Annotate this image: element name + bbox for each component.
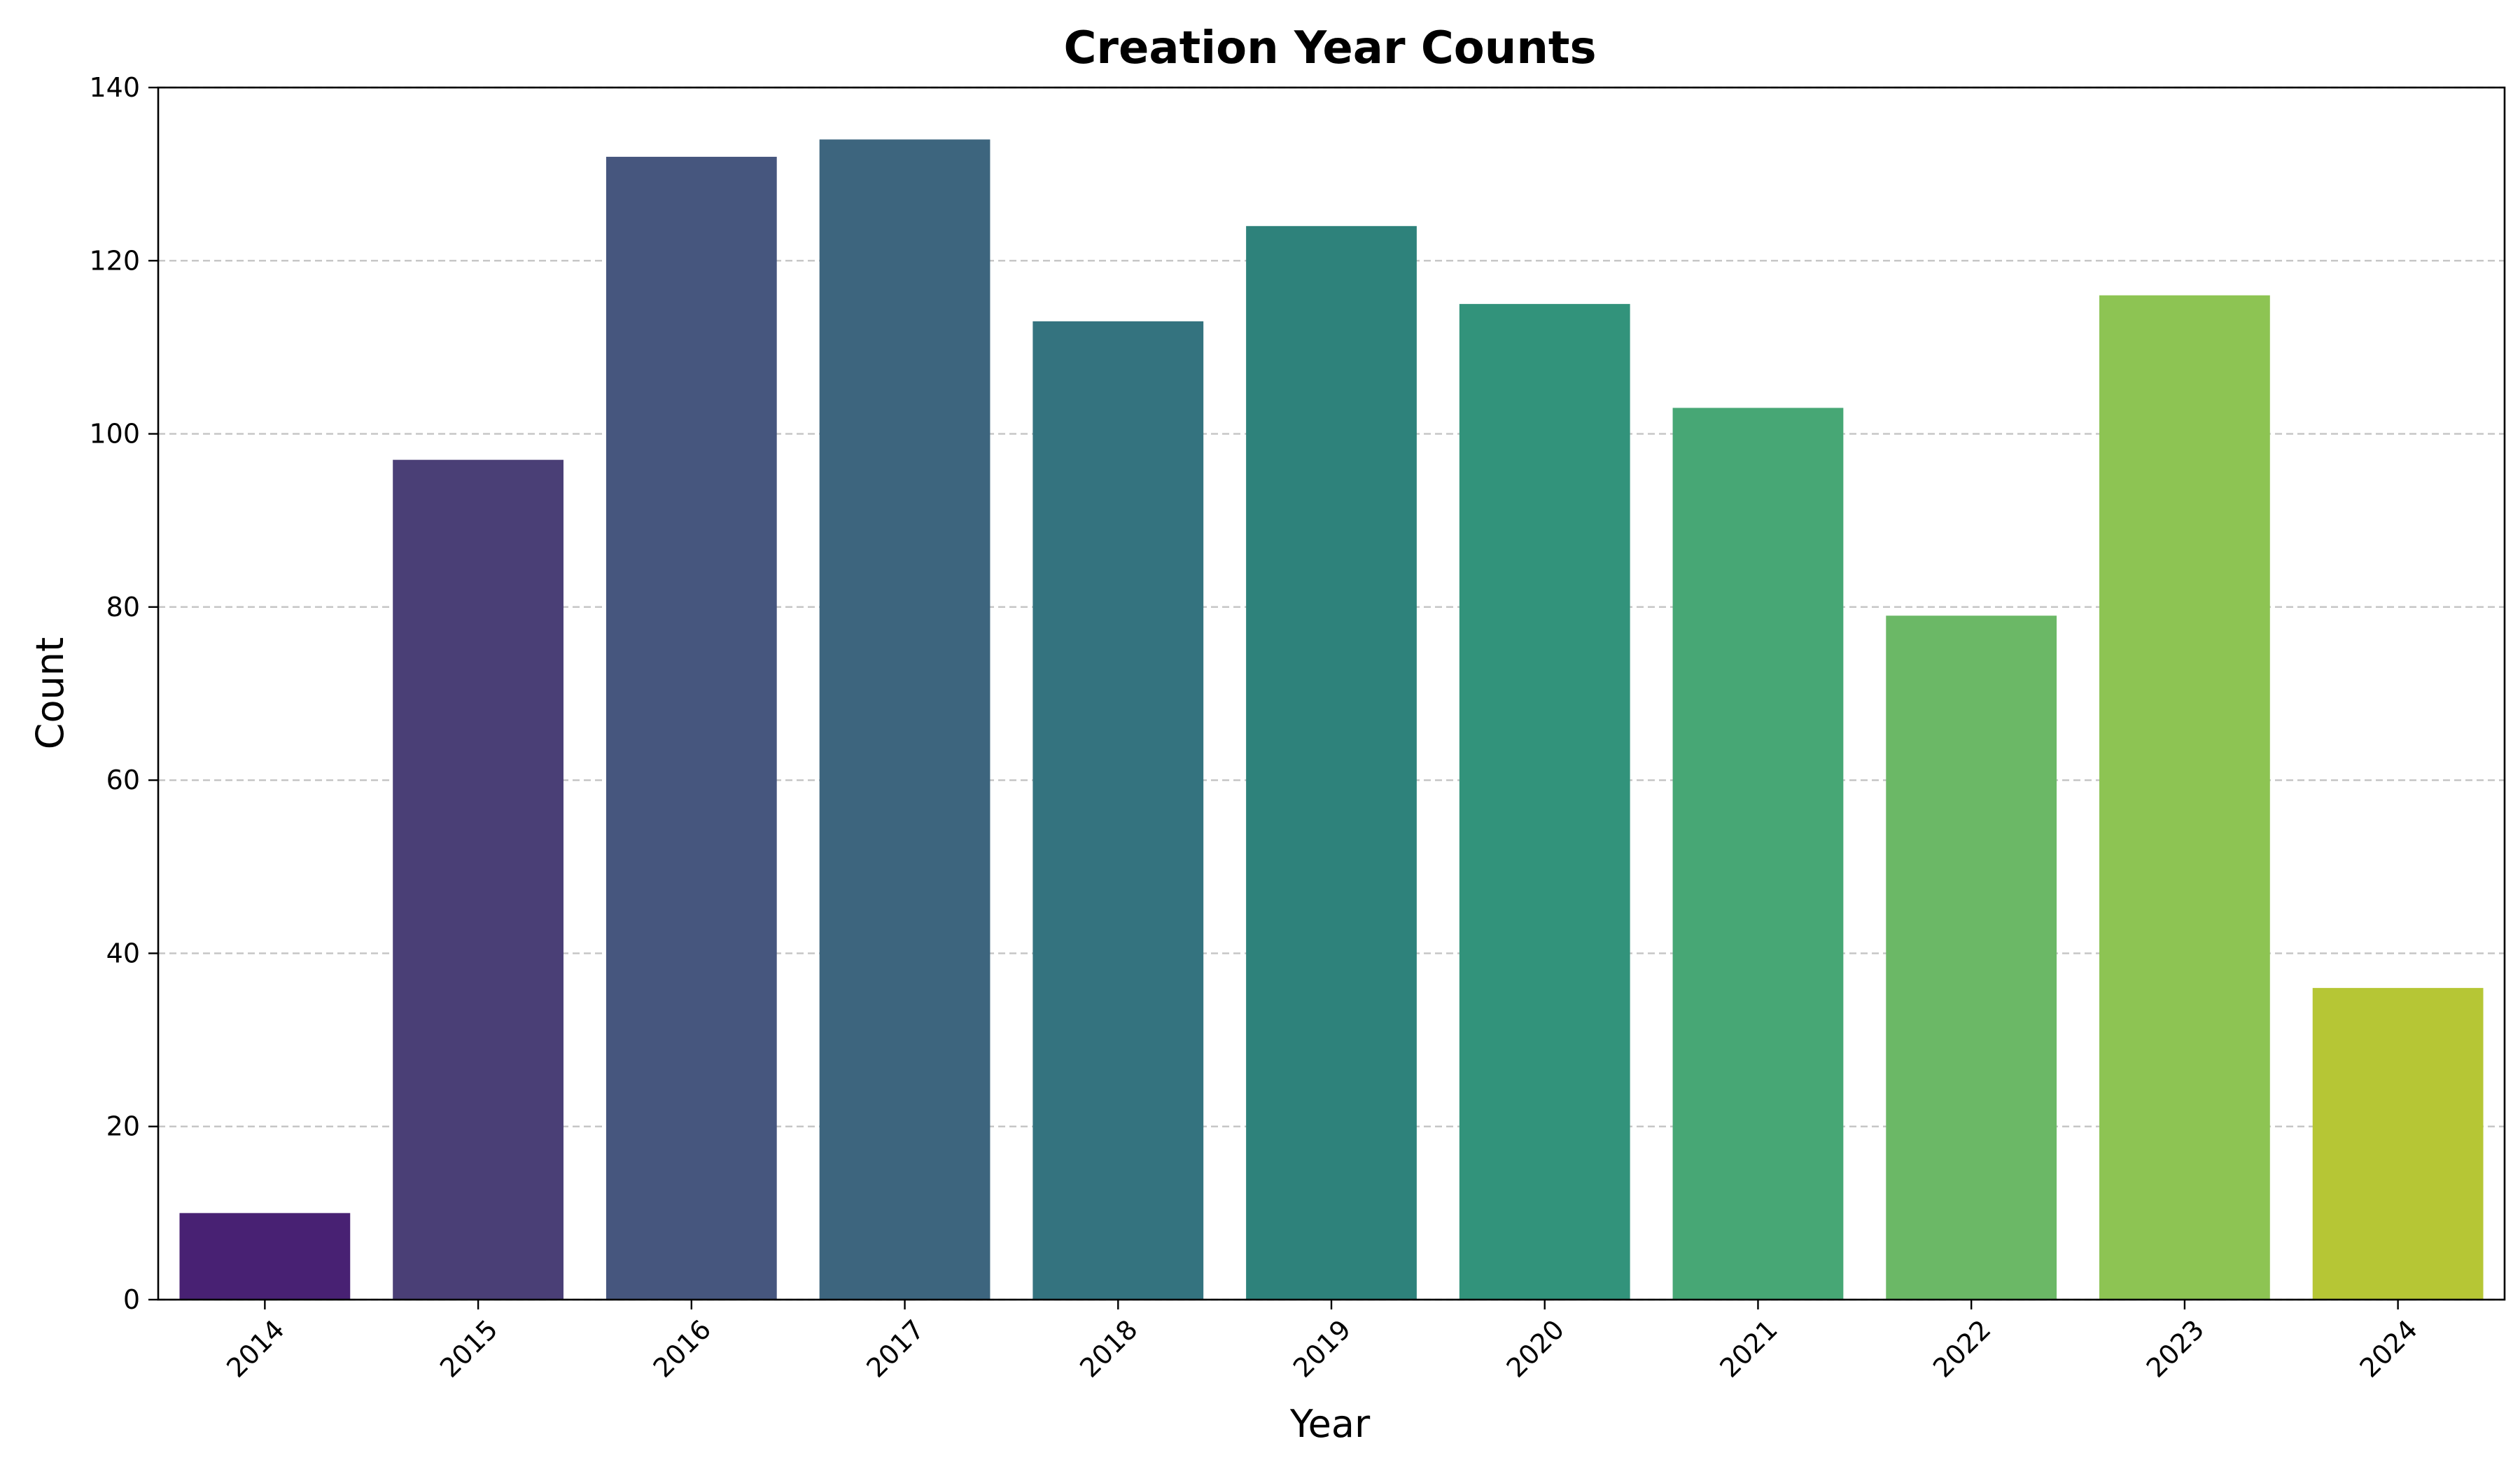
x-tick-label: 2022 bbox=[1927, 1314, 1997, 1384]
x-tick-label: 2015 bbox=[434, 1314, 504, 1384]
chart-title: Creation Year Counts bbox=[1063, 22, 1596, 74]
x-axis-ticks: 2014 2015 2016 2017 2018 2019 2020 2021 2022 2023… bbox=[220, 1300, 2423, 1384]
x-axis-label: Year bbox=[1289, 1402, 1371, 1446]
bar-2018 bbox=[1032, 321, 1204, 1300]
y-tick-label: 20 bbox=[106, 1111, 140, 1142]
bar-2019 bbox=[1246, 225, 1417, 1300]
bar-2015 bbox=[393, 459, 564, 1300]
y-axis-ticks: 0 20 40 60 80 100 120 140 bbox=[89, 72, 158, 1315]
x-tick-label: 2018 bbox=[1074, 1314, 1144, 1384]
x-tick-label: 2017 bbox=[860, 1314, 930, 1384]
bars bbox=[179, 139, 2484, 1300]
y-tick-label: 40 bbox=[106, 938, 140, 968]
x-tick-label: 2019 bbox=[1287, 1314, 1357, 1384]
x-tick-label: 2016 bbox=[648, 1314, 718, 1384]
x-tick-label: 2020 bbox=[1501, 1314, 1571, 1384]
y-tick-label: 100 bbox=[89, 419, 140, 450]
y-tick-label: 60 bbox=[106, 765, 140, 795]
bar-2014 bbox=[179, 1213, 351, 1300]
bar-2022 bbox=[1886, 616, 2057, 1300]
y-tick-label: 140 bbox=[89, 72, 140, 103]
bar-2023 bbox=[2099, 295, 2270, 1300]
x-tick-label: 2023 bbox=[2141, 1314, 2211, 1384]
y-tick-label: 80 bbox=[106, 592, 140, 623]
bar-2020 bbox=[1459, 304, 1630, 1300]
y-axis-label: Count bbox=[28, 637, 72, 749]
y-tick-label: 0 bbox=[123, 1284, 140, 1315]
x-tick-label: 2024 bbox=[2353, 1314, 2423, 1384]
x-tick-label: 2014 bbox=[220, 1314, 290, 1384]
bar-2017 bbox=[819, 139, 990, 1300]
bar-2016 bbox=[606, 156, 777, 1300]
bar-2021 bbox=[1672, 408, 1844, 1300]
x-tick-label: 2021 bbox=[1714, 1314, 1784, 1384]
bar-2024 bbox=[2312, 987, 2484, 1300]
y-tick-label: 120 bbox=[89, 245, 140, 276]
